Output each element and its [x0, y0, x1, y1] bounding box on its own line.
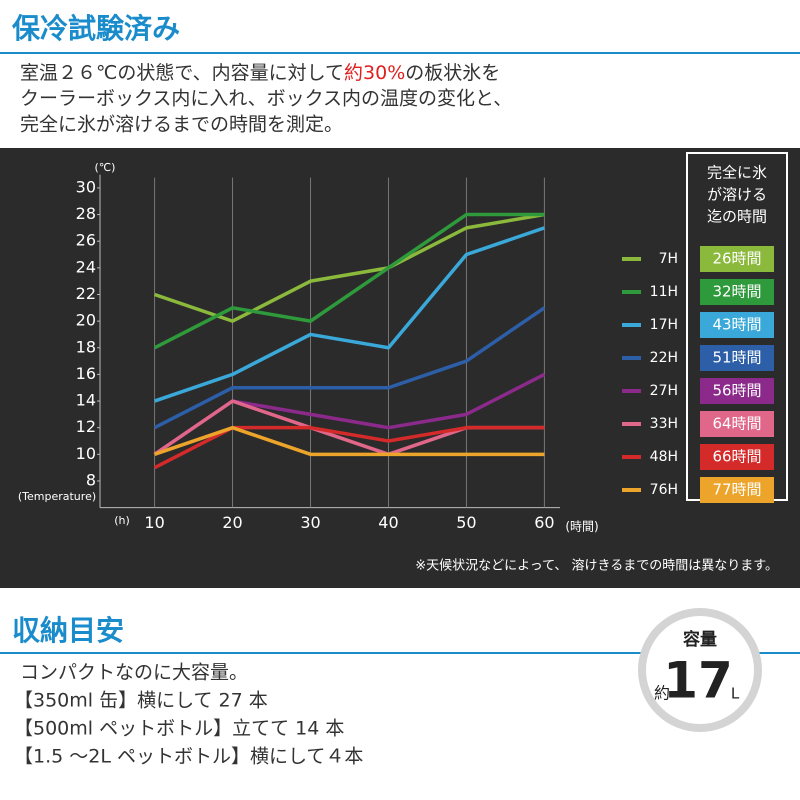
y-tick-label: 16 — [76, 364, 96, 383]
legend-badge-label: 56時間 — [712, 382, 761, 400]
description: クーラーボックス内に入れ、ボックス内の温度の変化と、 — [20, 88, 512, 110]
legend-title: 迄の時間 — [707, 208, 767, 226]
storage-line: 【350ml 缶】横にして 27 本 — [14, 690, 268, 712]
y-tick-label: 8 — [86, 470, 96, 489]
capacity-badge — [638, 608, 762, 732]
series-line — [153, 425, 545, 470]
x-tick-label: 20 — [222, 513, 242, 532]
x-label: (時間) — [565, 520, 598, 534]
legend-badge-label: 64時間 — [712, 415, 761, 433]
y-tick-label: 24 — [76, 257, 96, 276]
legend-label: 27H — [650, 383, 678, 399]
legend-badge — [700, 444, 774, 470]
legend-badge — [700, 477, 774, 503]
description: 室温２６℃の状態で、内容量に対して約30%の板状氷を — [20, 62, 500, 84]
y-tick-label: 20 — [76, 311, 96, 330]
storage-line: 【500ml ペットボトル】立てて 14 本 — [14, 718, 344, 740]
legend-badge-label: 43時間 — [712, 316, 761, 334]
legend-badge — [700, 411, 774, 437]
legend-label: 22H — [650, 350, 678, 366]
legend-badge — [700, 279, 774, 305]
x-tick-label: 60 — [534, 513, 554, 532]
legend-label: 7H — [659, 251, 678, 267]
legend-badge-label: 77時間 — [712, 481, 761, 499]
x-tick-label: 30 — [300, 513, 320, 532]
storage-line: 【1.5 ～2L ペットボトル】横にして４本 — [14, 746, 363, 768]
series-line — [154, 425, 545, 457]
legend-badge — [700, 246, 774, 272]
series-line — [154, 226, 545, 403]
text: 室温２６℃の状態で、内容量に対して — [20, 62, 344, 84]
y-label: (Temperature) — [18, 490, 96, 503]
y-tick-label: 28 — [76, 204, 96, 223]
x-unit: (h) — [114, 514, 130, 527]
section-title: 収納目安 — [12, 614, 124, 647]
legend-title: が溶ける — [707, 186, 767, 204]
section-title: 保冷試験済み — [12, 12, 180, 45]
capacity-prefix: 約 — [654, 684, 670, 703]
legend-label: 11H — [650, 284, 678, 300]
capacity-value: 17 — [663, 652, 733, 710]
y-tick-label: 26 — [76, 231, 96, 250]
legend-label: 76H — [650, 482, 678, 498]
legend-badge-label: 66時間 — [712, 448, 761, 466]
legend-badge — [700, 378, 774, 404]
storage-line: コンパクトなのに大容量。 — [20, 662, 248, 684]
note: ※天候状況などによって、 溶けきるまでの時間は異なります。 — [415, 559, 778, 574]
y-tick-label: 18 — [76, 337, 96, 356]
x-tick-label: 40 — [378, 513, 398, 532]
capacity-label: 容量 — [683, 629, 717, 650]
x-tick-label: 10 — [144, 513, 164, 532]
legend-label: 48H — [650, 449, 678, 465]
text: の板状氷を — [405, 62, 500, 84]
y-tick-label: 30 — [76, 177, 96, 196]
capacity-unit: L — [731, 685, 740, 703]
legend-badge — [700, 312, 774, 338]
x-tick-label: 50 — [456, 513, 476, 532]
y-tick-label: 10 — [76, 444, 96, 463]
legend-label: 17H — [650, 317, 678, 333]
legend-badge-label: 26時間 — [712, 250, 761, 268]
legend-badge — [700, 345, 774, 371]
legend-title: 完全に氷 — [707, 164, 767, 182]
legend-badge-label: 51時間 — [712, 349, 761, 367]
series-line — [154, 212, 545, 323]
y-unit: (℃) — [95, 161, 116, 174]
highlight: 約30% — [344, 62, 405, 84]
series-line — [153, 212, 545, 350]
legend-badge-label: 32時間 — [712, 283, 761, 301]
y-tick-label: 14 — [76, 391, 96, 410]
chart: 10 20 30 40 50 60 8 10 12 14 16 18 20 22 24 26 28 30 (℃) (T… — [18, 161, 774, 534]
y-tick-label: 12 — [76, 417, 96, 436]
description: 完全に氷が溶けるまでの時間を測定。 — [20, 114, 343, 136]
chart-background — [0, 148, 800, 588]
series-line — [153, 306, 546, 430]
y-tick-label: 22 — [76, 284, 96, 303]
legend-label: 33H — [650, 416, 678, 432]
